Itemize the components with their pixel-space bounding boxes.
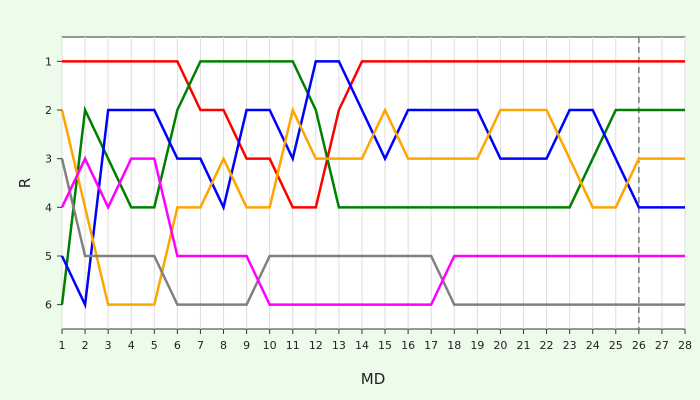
y-tick-label: 1 <box>45 55 52 68</box>
y-tick-label: 2 <box>45 104 52 117</box>
series-line-1 <box>62 60 685 209</box>
x-tick-label: 24 <box>586 339 600 352</box>
x-tick-label: 7 <box>197 339 204 352</box>
x-tick-label: 8 <box>220 339 227 352</box>
x-tick-label: 25 <box>609 339 623 352</box>
x-tick-label: 5 <box>151 339 158 352</box>
x-tick-label: 13 <box>332 339 346 352</box>
series-line-5 <box>60 158 685 306</box>
grid <box>61 37 686 329</box>
x-tick-label: 22 <box>540 339 554 352</box>
x-tick-label: 17 <box>424 339 438 352</box>
x-tick-label: 23 <box>563 339 577 352</box>
x-tick-label: 19 <box>470 339 484 352</box>
x-tick-label: 14 <box>355 339 369 352</box>
x-tick-label: 12 <box>309 339 323 352</box>
x-tick-label: 18 <box>447 339 461 352</box>
x-tick-label: 27 <box>655 339 669 352</box>
x-tick-label: 10 <box>263 339 277 352</box>
x-tick-label: 21 <box>516 339 530 352</box>
y-axis-title: R <box>16 178 34 188</box>
series-line-4 <box>60 106 685 306</box>
x-tick-label: 16 <box>401 339 415 352</box>
x-tick-label: 20 <box>493 339 507 352</box>
x-tick-label: 26 <box>632 339 646 352</box>
x-tick-label: 6 <box>174 339 181 352</box>
y-tick-label: 4 <box>45 201 52 214</box>
axes: 1 2 3 4 5 6 7 8 9 10 11 12 13 14 15 16 17 18 19 20 21 22 23 24 2… <box>45 55 692 352</box>
x-tick-label: 4 <box>128 339 135 352</box>
x-tick-label: 1 <box>59 339 66 352</box>
plot-area <box>61 36 686 330</box>
x-tick-label: 11 <box>286 339 300 352</box>
x-axis-title: MD <box>361 370 386 388</box>
y-tick-label: 6 <box>45 299 52 312</box>
y-tick-label: 3 <box>45 153 52 166</box>
x-tick-label: 9 <box>243 339 250 352</box>
x-tick-label: 2 <box>82 339 89 352</box>
x-tick-label: 3 <box>105 339 112 352</box>
y-tick-label: 5 <box>45 250 52 263</box>
x-tick-label: 15 <box>378 339 392 352</box>
series-line-6 <box>60 155 685 306</box>
x-tick-label: 28 <box>678 339 692 352</box>
series-layer <box>60 60 685 310</box>
